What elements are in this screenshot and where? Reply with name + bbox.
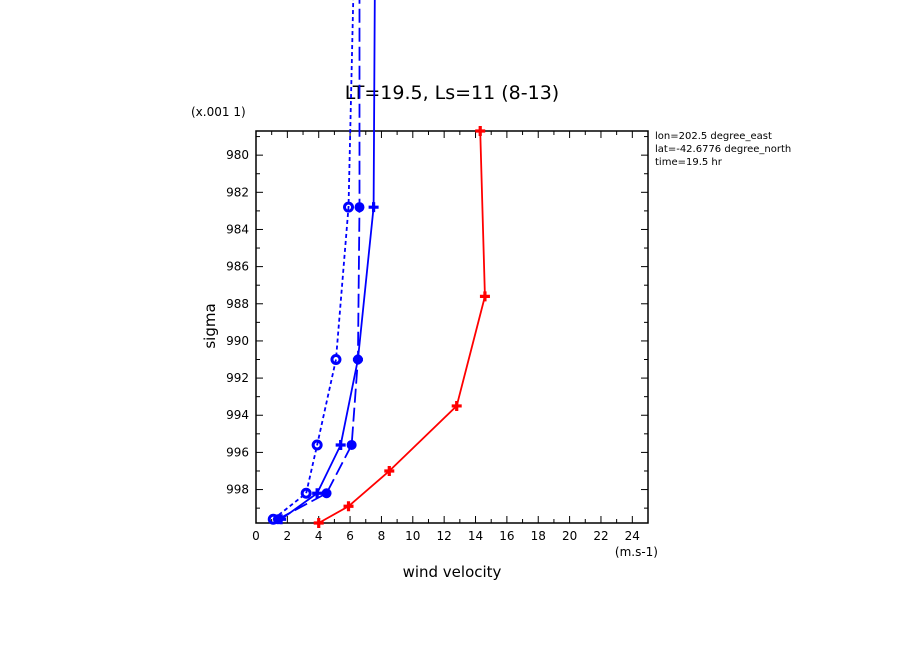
x-tick-label: 4 [315,529,323,543]
x-tick-label: 10 [405,529,420,543]
y-tick-label: 994 [226,408,249,422]
data-point [352,354,363,365]
series-line-2 [280,0,376,521]
data-point [479,291,490,302]
y-tick-label: 990 [226,334,249,348]
y-axis-title: sigma [201,303,219,348]
plot-frame [255,130,649,524]
x-tick-label: 16 [499,529,514,543]
annotation-time: time=19.5 hr [655,157,723,168]
x-tick-label: 8 [378,529,386,543]
y-tick-label: 982 [226,185,249,199]
y-tick-label: 988 [226,297,249,311]
y-tick-label: 998 [226,483,249,497]
y-tick-label: 980 [226,148,249,162]
data-point [330,354,342,366]
plot-area: 0 2 4 6 8 10 12 14 16 18 20 22 249809829849869889909… [226,0,649,543]
data-point [346,439,357,450]
data-point [312,488,323,499]
data-point [384,465,395,476]
x-axis-title: wind velocity [403,563,502,581]
x-tick-label: 18 [531,529,546,543]
data-point [311,439,323,451]
data-point [321,488,332,499]
y-unit-label: (x.001 1) [191,105,246,119]
x-tick-label: 24 [625,529,640,543]
data-point [313,518,324,528]
data-point [267,513,279,525]
data-point [343,201,355,213]
data-point [300,487,312,499]
annotation-lat: lat=-42.6776 degree_north [655,144,791,155]
x-tick-label: 14 [468,529,483,543]
y-tick-label: 984 [226,222,249,236]
data-point [354,202,365,213]
y-tick-label: 992 [226,371,249,385]
y-tick-label: 996 [226,445,249,459]
data-point [475,126,486,136]
data-point [368,202,379,213]
x-tick-label: 22 [593,529,608,543]
annotation-lon: lon=202.5 degree_east [655,131,772,142]
x-tick-label: 20 [562,529,577,543]
chart-title: LT=19.5, Ls=11 (8-13) [345,82,559,104]
data-point [343,501,354,512]
series-line-3 [277,0,361,521]
x-tick-label: 2 [284,529,292,543]
data-point [451,400,462,411]
x-unit-label: (m.s-1) [615,545,658,559]
x-tick-label: 0 [252,529,260,543]
series-line-4 [272,0,355,520]
y-tick-label: 986 [226,260,249,274]
x-tick-label: 6 [346,529,354,543]
data-point [335,439,346,450]
x-tick-label: 12 [437,529,452,543]
series-line-1 [318,130,486,524]
